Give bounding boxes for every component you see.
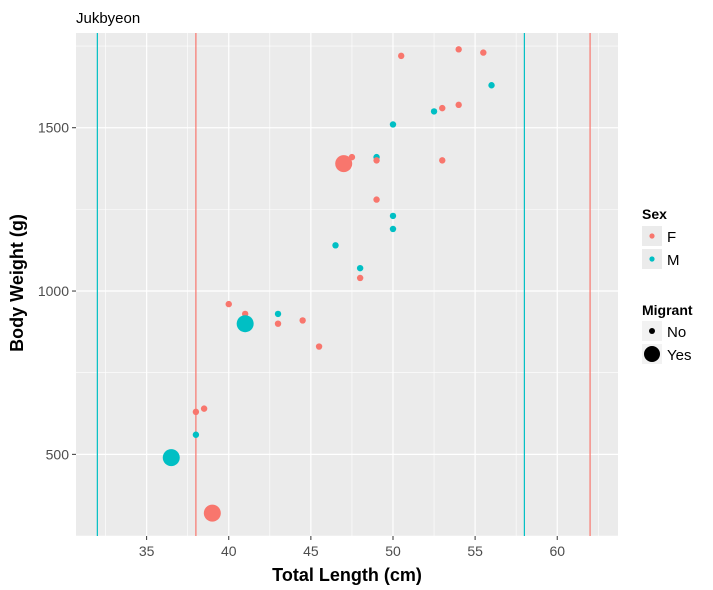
y-tick-label: 1500 (38, 120, 69, 136)
data-point (356, 264, 364, 272)
minor-gridlines (76, 33, 618, 537)
data-point (373, 196, 380, 203)
legend-key-yes (644, 346, 660, 362)
data-point (455, 46, 462, 53)
data-point (480, 49, 487, 56)
data-points (162, 46, 495, 522)
x-axis-title: Total Length (cm) (272, 565, 422, 585)
legend-key-f (649, 233, 655, 239)
data-point (455, 101, 462, 109)
plot-panel (76, 33, 618, 537)
x-tick-label: 35 (139, 543, 155, 559)
reference-lines (96, 33, 591, 536)
legend-label-no: No (667, 324, 686, 341)
data-point (332, 242, 339, 249)
data-point (192, 431, 200, 438)
data-point (430, 108, 438, 115)
y-axis-title: Body Weight (g) (7, 214, 27, 352)
legend-title-sex: Sex (642, 206, 667, 222)
data-point (236, 315, 254, 333)
data-point (162, 449, 180, 467)
x-tick-label: 40 (221, 543, 237, 559)
x-tick-label: 55 (467, 543, 483, 559)
data-point (356, 274, 364, 282)
legend-label-yes: Yes (667, 347, 691, 364)
data-point (389, 225, 397, 233)
x-tick-label: 50 (385, 543, 401, 559)
y-axis-ticks: 500 1000 1500 (38, 120, 76, 462)
chart-title: Jukbyeon (76, 10, 140, 27)
data-point (225, 300, 232, 308)
data-point (274, 310, 282, 318)
data-point (192, 408, 200, 416)
data-point (335, 155, 353, 173)
legend: Sex F M Migrant No Yes (642, 206, 693, 364)
data-point (488, 82, 495, 89)
data-point (200, 405, 208, 412)
data-point (389, 121, 397, 128)
data-point (299, 317, 306, 324)
data-point (439, 157, 446, 164)
data-point (389, 212, 397, 220)
legend-label-f: F (667, 229, 676, 246)
data-point (439, 104, 446, 112)
panel-background (76, 33, 618, 536)
y-tick-label: 1000 (38, 283, 69, 299)
legend-label-m: M (667, 252, 680, 269)
legend-key-no (649, 328, 655, 334)
data-point (373, 157, 380, 164)
x-axis-ticks: 35 40 45 50 55 60 (139, 536, 565, 559)
data-point (274, 320, 282, 327)
legend-title-migrant: Migrant (642, 302, 693, 318)
data-point (315, 343, 323, 350)
major-gridlines (76, 33, 618, 536)
y-tick-label: 500 (46, 446, 70, 462)
x-tick-label: 60 (549, 543, 565, 559)
data-point (398, 52, 405, 60)
x-tick-label: 45 (303, 543, 319, 559)
data-point (203, 504, 221, 522)
legend-key-m (649, 256, 655, 262)
